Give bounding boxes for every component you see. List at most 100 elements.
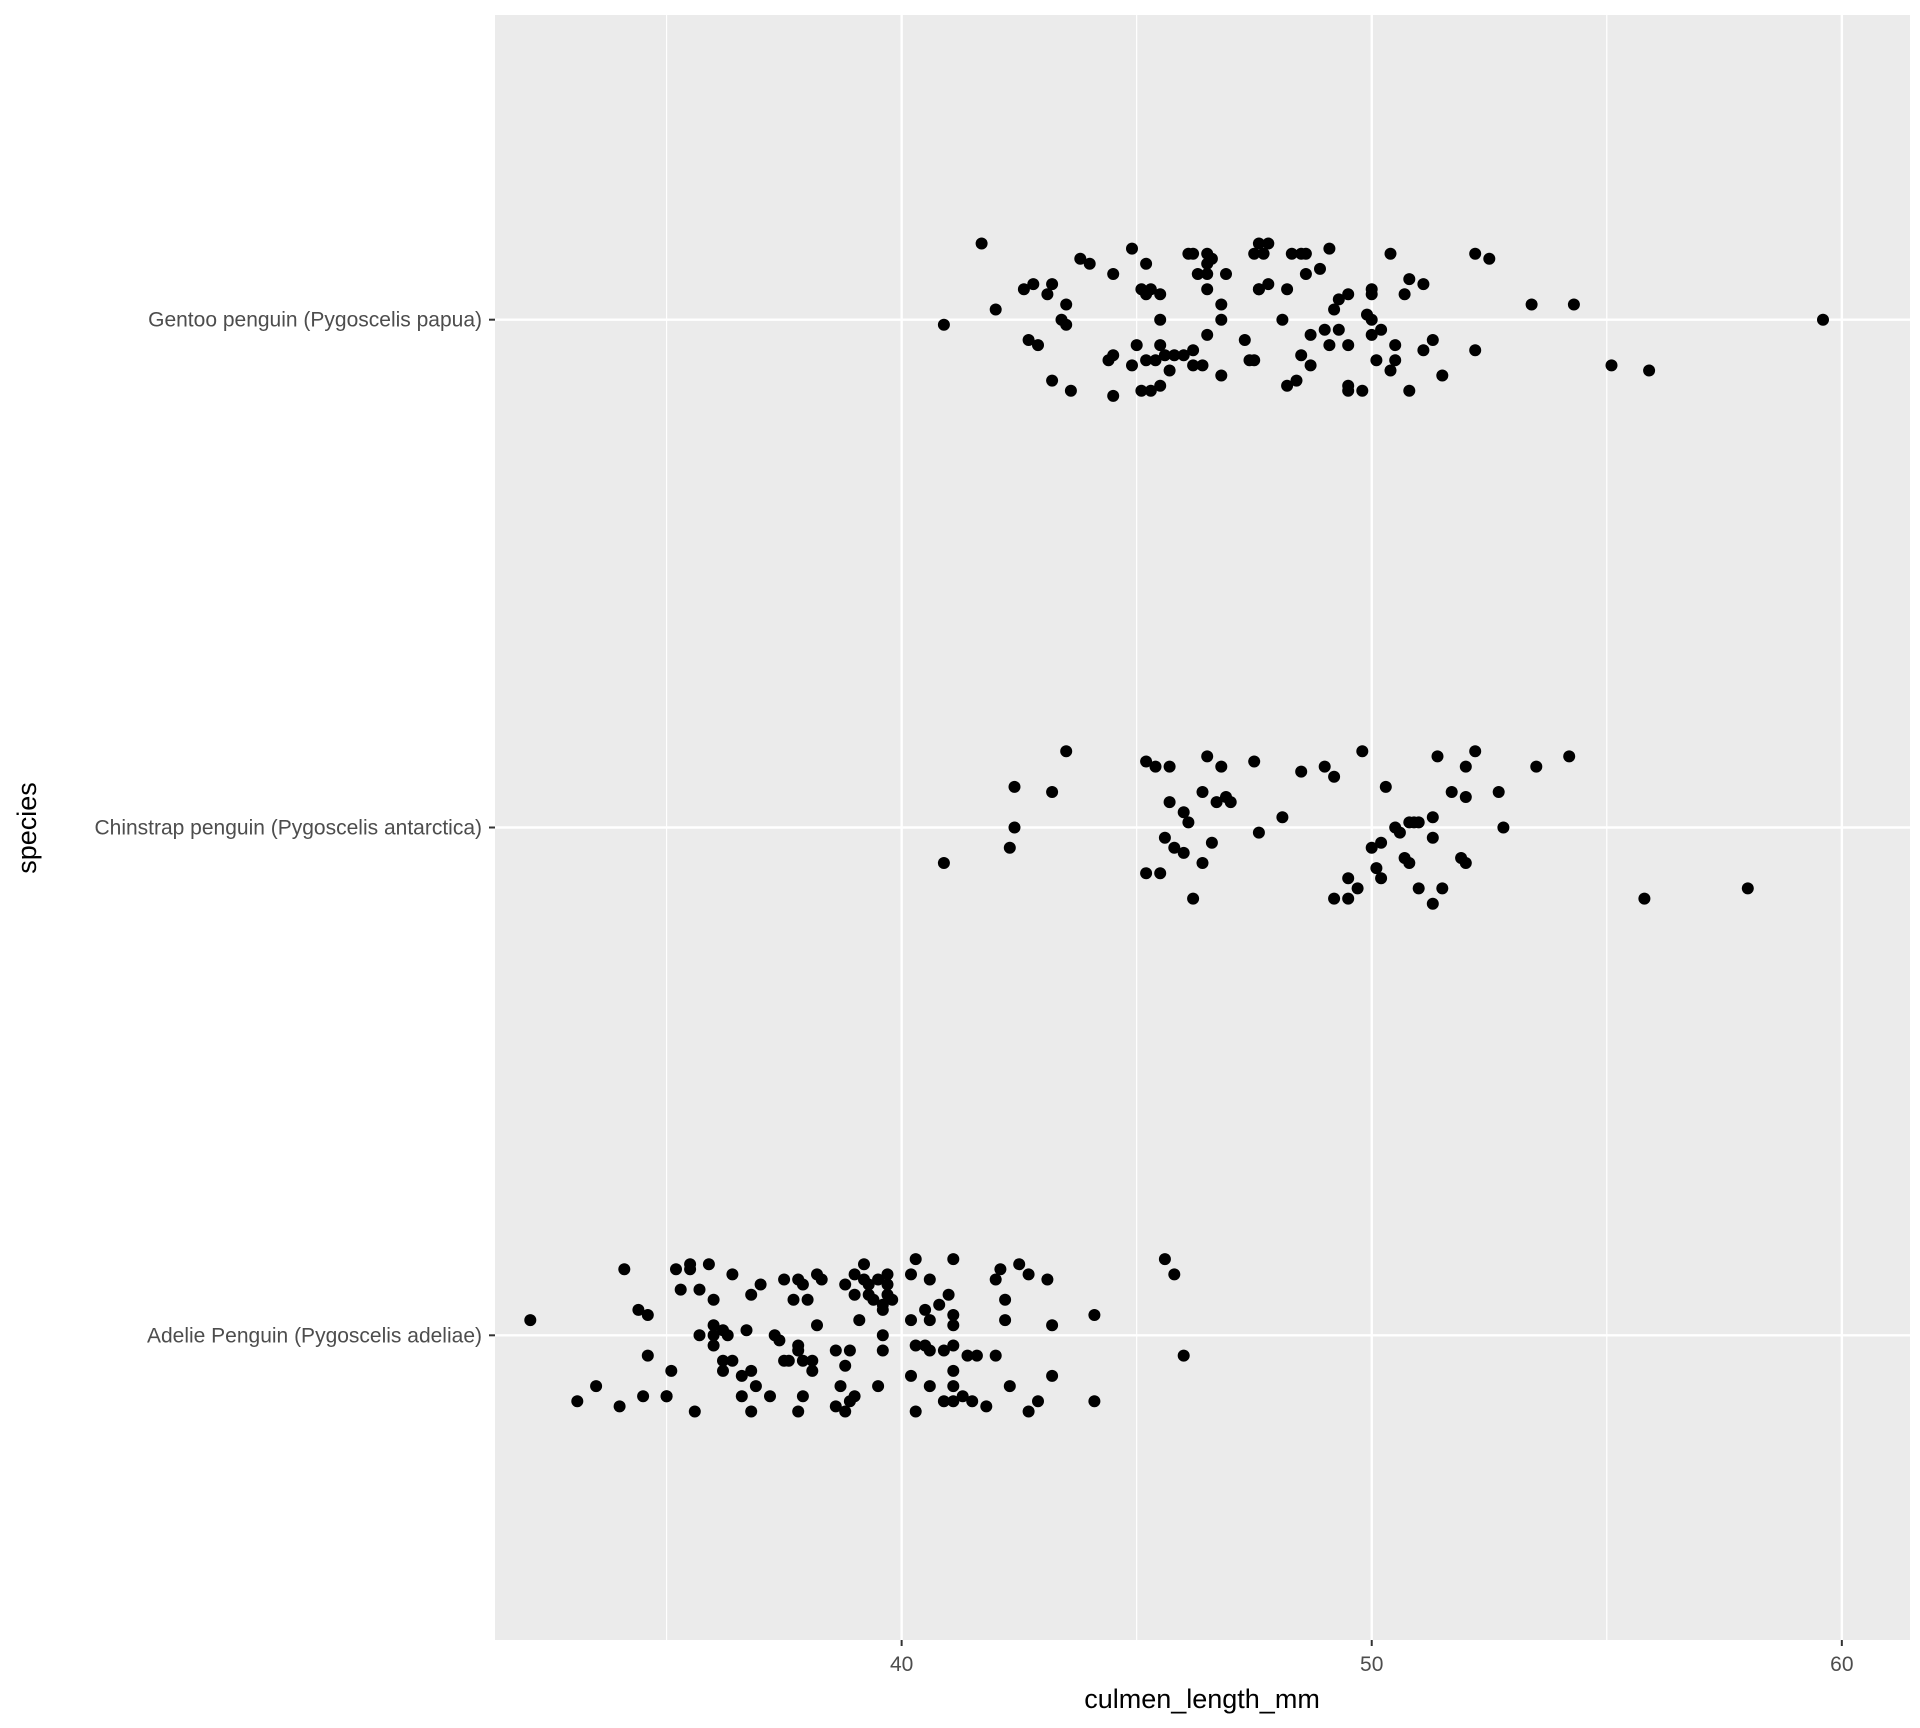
data-point bbox=[1196, 857, 1209, 869]
data-point bbox=[1032, 339, 1044, 352]
data-point bbox=[1445, 786, 1458, 798]
data-point bbox=[872, 1273, 885, 1286]
data-point bbox=[1191, 268, 1204, 280]
y-tick-label: Gentoo penguin (Pygoscelis papua) bbox=[148, 309, 482, 332]
data-point bbox=[1187, 344, 1200, 357]
data-point bbox=[665, 1364, 678, 1377]
data-point bbox=[999, 1314, 1012, 1327]
data-point bbox=[1257, 247, 1270, 260]
data-point bbox=[834, 1380, 847, 1393]
data-point bbox=[1182, 816, 1195, 829]
data-point bbox=[1248, 247, 1261, 260]
data-point bbox=[839, 1405, 852, 1418]
data-point bbox=[745, 1288, 758, 1301]
data-point bbox=[1295, 765, 1308, 778]
data-point bbox=[1483, 252, 1496, 265]
data-point bbox=[1318, 760, 1331, 773]
data-point bbox=[1403, 273, 1416, 286]
data-point bbox=[947, 1309, 960, 1321]
data-point bbox=[1403, 384, 1416, 397]
x-tick-label: 60 bbox=[1830, 1653, 1853, 1676]
data-point bbox=[787, 1293, 800, 1306]
data-point bbox=[1168, 1268, 1181, 1281]
data-point bbox=[1431, 750, 1444, 763]
data-point bbox=[829, 1344, 842, 1357]
data-point bbox=[1497, 821, 1510, 834]
data-point bbox=[966, 1395, 979, 1408]
data-point bbox=[1469, 344, 1482, 357]
data-point bbox=[1426, 831, 1439, 844]
data-point bbox=[707, 1293, 720, 1306]
data-point bbox=[947, 1339, 960, 1352]
data-point bbox=[1285, 247, 1298, 260]
data-point bbox=[1041, 288, 1054, 301]
data-point bbox=[613, 1400, 626, 1413]
data-point bbox=[1003, 841, 1016, 854]
data-point bbox=[1163, 760, 1176, 773]
data-point bbox=[1107, 389, 1120, 402]
data-point bbox=[1003, 1380, 1016, 1393]
data-point bbox=[815, 1273, 828, 1286]
data-point bbox=[796, 1278, 809, 1291]
data-point bbox=[1154, 313, 1167, 326]
data-point bbox=[858, 1258, 870, 1271]
data-point bbox=[1046, 786, 1059, 798]
data-point bbox=[735, 1369, 748, 1382]
data-point bbox=[937, 857, 950, 869]
data-point bbox=[707, 1339, 720, 1352]
data-point bbox=[1177, 846, 1190, 859]
data-point bbox=[590, 1380, 603, 1393]
data-point bbox=[1459, 857, 1472, 869]
data-point bbox=[1158, 349, 1171, 362]
data-point bbox=[1140, 354, 1153, 367]
data-point bbox=[1290, 374, 1303, 387]
data-point bbox=[909, 1253, 922, 1266]
data-point bbox=[1158, 1253, 1171, 1266]
data-point bbox=[792, 1344, 805, 1357]
data-point bbox=[923, 1344, 936, 1357]
data-point bbox=[1375, 872, 1388, 885]
data-point bbox=[764, 1390, 776, 1403]
data-point bbox=[806, 1364, 819, 1377]
data-point bbox=[1168, 349, 1181, 362]
data-point bbox=[881, 1268, 894, 1281]
data-point bbox=[1201, 268, 1214, 280]
data-point bbox=[909, 1405, 922, 1418]
data-point bbox=[1022, 1268, 1035, 1281]
data-point bbox=[1064, 384, 1077, 397]
data-point bbox=[1220, 268, 1232, 280]
data-point bbox=[707, 1319, 720, 1332]
data-point bbox=[937, 318, 950, 331]
data-point bbox=[923, 1314, 936, 1327]
data-point bbox=[1017, 283, 1030, 296]
data-point bbox=[1252, 826, 1265, 839]
data-point bbox=[1187, 892, 1200, 905]
data-point bbox=[1365, 841, 1378, 854]
data-point bbox=[1426, 897, 1439, 910]
data-point bbox=[1060, 318, 1073, 331]
y-tick-label: Adelie Penguin (Pygoscelis adeliae) bbox=[147, 1324, 482, 1347]
data-point bbox=[1295, 349, 1308, 362]
data-point bbox=[1365, 313, 1378, 326]
data-point bbox=[970, 1349, 983, 1362]
data-point bbox=[726, 1268, 739, 1281]
data-point bbox=[1304, 359, 1317, 372]
data-point bbox=[1417, 344, 1430, 357]
data-point bbox=[1046, 278, 1059, 291]
data-point bbox=[721, 1329, 734, 1342]
data-point bbox=[745, 1364, 758, 1377]
y-axis-title: species bbox=[12, 782, 42, 874]
data-point bbox=[717, 1354, 729, 1367]
x-axis-title: culmen_length_mm bbox=[1084, 1684, 1320, 1714]
data-point bbox=[1201, 283, 1214, 296]
data-point bbox=[947, 1253, 960, 1266]
data-point bbox=[881, 1278, 894, 1291]
data-point bbox=[1375, 836, 1388, 849]
data-point bbox=[684, 1258, 697, 1271]
data-point bbox=[862, 1278, 875, 1291]
data-point bbox=[1525, 298, 1538, 311]
data-point bbox=[1469, 247, 1482, 260]
data-point bbox=[839, 1278, 852, 1291]
data-point bbox=[876, 1303, 889, 1316]
data-point bbox=[688, 1405, 701, 1418]
